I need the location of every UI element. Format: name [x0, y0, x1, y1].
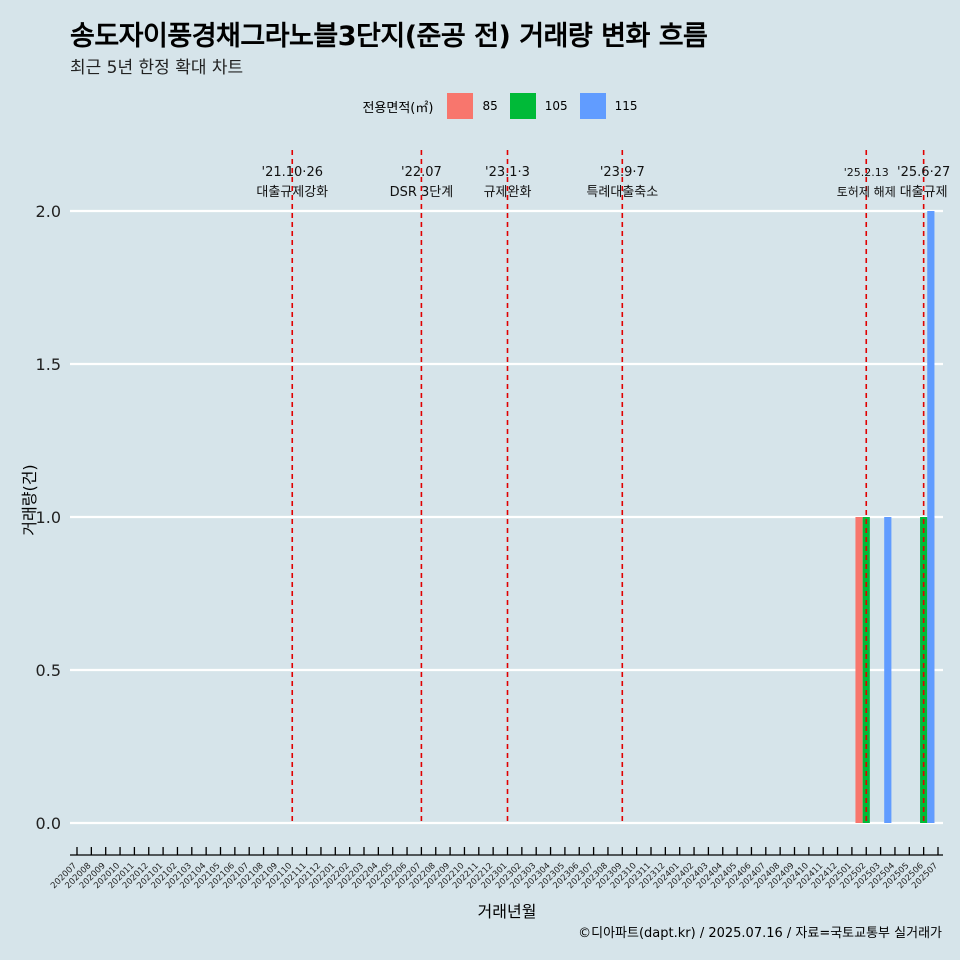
source-caption: ©디아파트(dapt.kr) / 2025.07.16 / 자료=국토교통부 실…: [578, 926, 942, 941]
y-tick-label: 2.0: [36, 202, 61, 221]
legend-item-105: 105: [509, 93, 572, 119]
legend-key-105: [509, 93, 536, 119]
bar-105-202502: [862, 517, 870, 823]
chart-subtitle: 최근 5년 한정 확대 차트: [70, 58, 244, 78]
legend-title: 전용면적(㎡): [362, 100, 434, 116]
bar-115-202506: [927, 211, 935, 823]
legend: 전용면적(㎡) 85 105 115: [0, 93, 960, 119]
event-date-label: '25.2.13: [844, 166, 889, 179]
y-tick-label: 1.5: [36, 355, 61, 374]
bar-85-202502: [855, 517, 863, 823]
event-date-label: '23.1·3: [485, 165, 530, 180]
bar-115-202503: [884, 517, 892, 823]
legend-item-115: 115: [579, 93, 642, 119]
legend-label-85: 85: [482, 99, 498, 113]
y-tick-label: 0.5: [36, 661, 61, 680]
legend-key-85: [447, 93, 474, 119]
legend-label-105: 105: [544, 99, 568, 113]
bar-105-202506: [920, 517, 928, 823]
chart-title: 송도자이풍경채그라노블3단지(준공 전) 거래량 변화 흐름: [70, 21, 708, 52]
legend-label-115: 115: [614, 99, 638, 113]
y-tick-label: 0.0: [36, 814, 61, 833]
event-text-label: 특례대출축소: [586, 185, 658, 200]
legend-item-85: 85: [447, 93, 501, 119]
event-text-label: 대출규제: [900, 185, 948, 200]
event-text-label: DSR 3단계: [390, 185, 454, 200]
event-text-label: 토허제 해제: [837, 185, 896, 199]
event-date-label: '25.6·27: [897, 165, 950, 180]
y-axis-title: 거래량(건): [20, 464, 39, 536]
event-date-label: '22.07: [401, 165, 442, 180]
event-date-label: '23.9·7: [600, 165, 645, 180]
y-tick-label: 1.0: [36, 508, 61, 527]
event-text-label: 대출규제강화: [256, 185, 328, 200]
event-text-label: 규제완화: [484, 185, 532, 200]
event-date-label: '21.10·26: [262, 165, 323, 180]
legend-key-115: [579, 93, 606, 119]
x-axis-title: 거래년월: [477, 902, 537, 921]
